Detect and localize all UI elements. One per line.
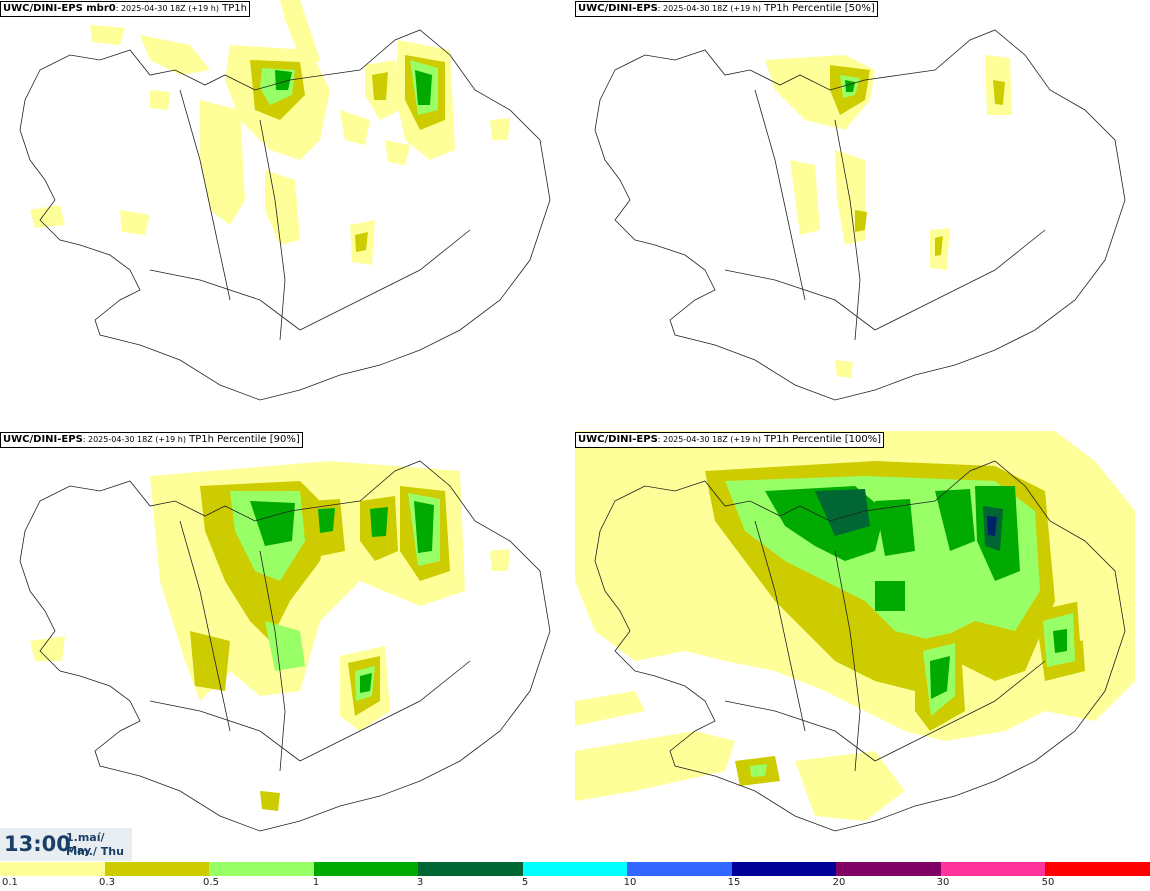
legend-tick-label: 0.1 xyxy=(2,877,18,888)
model-name: UWC/DINI-EPS xyxy=(578,3,658,14)
valid-date-line1: 1.maí/ May xyxy=(66,831,105,857)
legend-tick-label: 30 xyxy=(936,877,950,888)
valid-date-line2: Fim./ Thu xyxy=(66,845,124,858)
legend-swatch xyxy=(313,862,419,876)
legend-swatch xyxy=(731,862,837,876)
run-info: : 2025-04-30 18Z (+19 h) xyxy=(115,4,219,13)
model-name: UWC/DINI-EPS xyxy=(578,434,658,445)
precip-map xyxy=(19,460,551,832)
legend-tick-label: 5 xyxy=(521,877,529,888)
map-panel-p90: UWC/DINI-EPS: 2025-04-30 18Z (+19 h) TP1… xyxy=(0,431,575,861)
legend-tick-label: 15 xyxy=(727,877,741,888)
precip-field xyxy=(30,0,510,265)
legend-ticks: 0.1 0.3 0.5 1 3 5 10 15 20 30 50 xyxy=(0,877,1150,891)
legend-tick-label: 10 xyxy=(623,877,637,888)
valid-time: 13:00 xyxy=(4,832,71,856)
parameter: TP1h xyxy=(218,3,247,14)
legend-swatch xyxy=(0,862,105,876)
precip-map xyxy=(575,431,1135,832)
legend-swatch xyxy=(627,862,732,876)
legend-tick-label: 50 xyxy=(1041,877,1055,888)
legend-swatch xyxy=(209,862,314,876)
legend-tick-label: 1 xyxy=(312,877,320,888)
legend-swatch xyxy=(522,862,628,876)
panel-title: UWC/DINI-EPS: 2025-04-30 18Z (+19 h) TP1… xyxy=(575,1,878,17)
legend-swatch xyxy=(104,862,210,876)
coastline xyxy=(594,29,1126,401)
parameter: TP1h Percentile [50%] xyxy=(760,3,875,14)
precip-map xyxy=(594,29,1126,401)
legend-swatch xyxy=(418,862,523,876)
panel-title: UWC/DINI-EPS mbr0: 2025-04-30 18Z (+19 h… xyxy=(0,1,250,17)
parameter: TP1h Percentile [90%] xyxy=(185,434,300,445)
panel-title: UWC/DINI-EPS: 2025-04-30 18Z (+19 h) TP1… xyxy=(575,432,885,448)
model-name: UWC/DINI-EPS mbr0 xyxy=(3,3,116,14)
run-info: : 2025-04-30 18Z (+19 h) xyxy=(657,4,761,13)
precip-field xyxy=(765,55,1012,378)
legend-tick-label: 0.3 xyxy=(99,877,115,888)
legend-tick-label: 3 xyxy=(416,877,424,888)
map-panel-p100: UWC/DINI-EPS: 2025-04-30 18Z (+19 h) TP1… xyxy=(575,431,1150,861)
legend-tick-label: 20 xyxy=(832,877,846,888)
color-legend xyxy=(0,862,1150,876)
parameter: TP1h Percentile [100%] xyxy=(760,434,882,445)
model-name: UWC/DINI-EPS xyxy=(3,434,83,445)
panel-title: UWC/DINI-EPS: 2025-04-30 18Z (+19 h) TP1… xyxy=(0,432,303,448)
valid-time-box: 13:00 1.maí/ May Fim./ Thu xyxy=(0,828,132,861)
run-info: : 2025-04-30 18Z (+19 h) xyxy=(657,435,761,444)
precip-field xyxy=(30,461,510,811)
legend-swatch xyxy=(1045,862,1150,876)
legend-swatch xyxy=(836,862,941,876)
map-panel-p50: UWC/DINI-EPS: 2025-04-30 18Z (+19 h) TP1… xyxy=(575,0,1150,430)
legend-tick-label: 0.5 xyxy=(203,877,219,888)
coastline xyxy=(594,460,1126,832)
legend-swatch xyxy=(940,862,1046,876)
coastline xyxy=(19,29,551,401)
coastline xyxy=(19,460,551,832)
precip-field xyxy=(575,431,1135,821)
run-info: : 2025-04-30 18Z (+19 h) xyxy=(82,435,186,444)
precip-map xyxy=(19,0,551,401)
map-panel-mbr0: UWC/DINI-EPS mbr0: 2025-04-30 18Z (+19 h… xyxy=(0,0,575,430)
